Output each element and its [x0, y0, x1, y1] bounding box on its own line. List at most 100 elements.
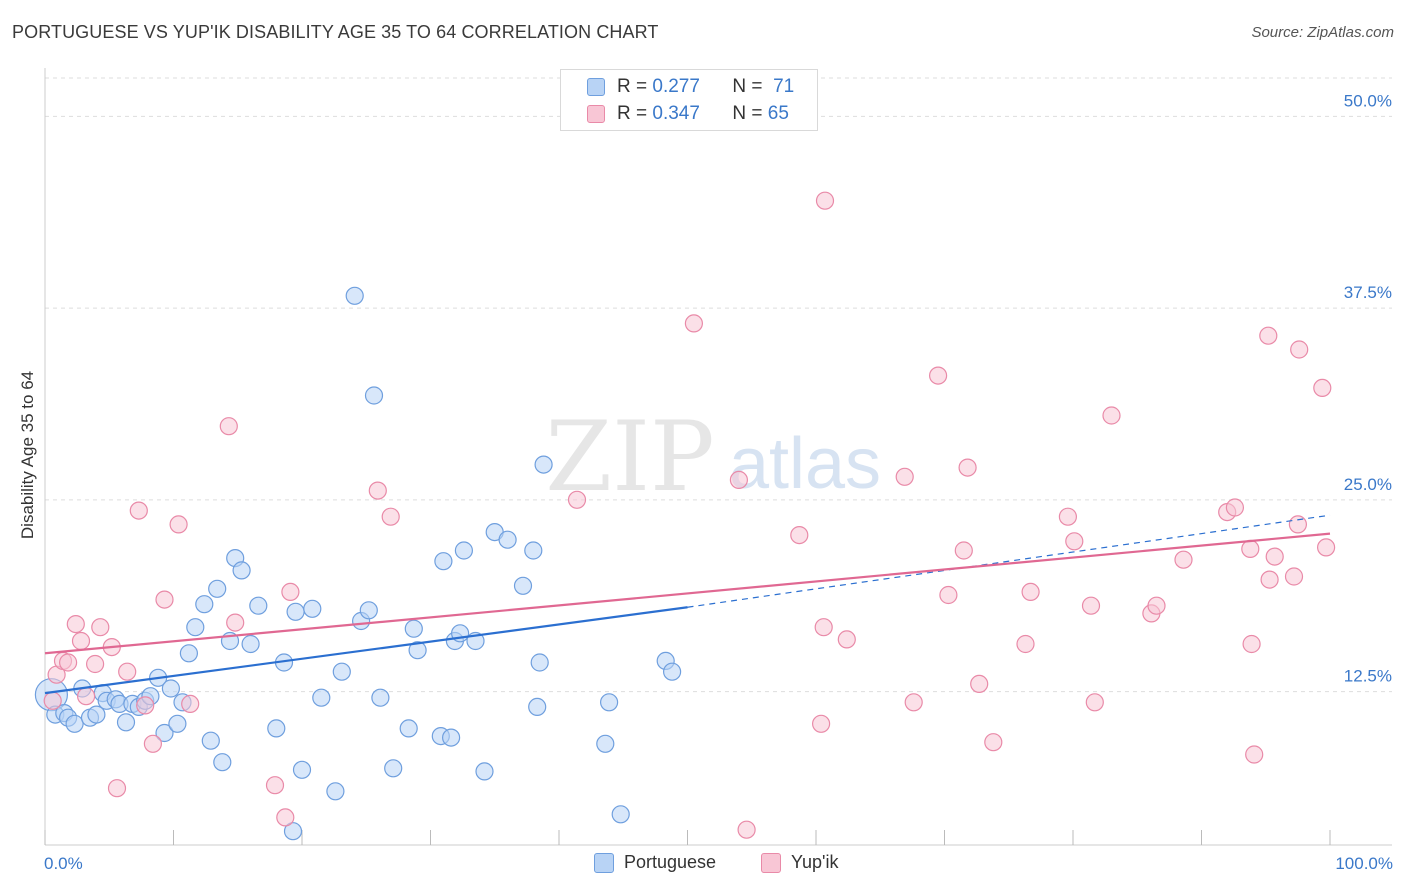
- yupik-point: [1021, 582, 1040, 602]
- bottom-legend-portuguese: Portuguese: [594, 852, 716, 873]
- yupik-point: [1260, 570, 1279, 589]
- legend-r-label: R =: [617, 103, 648, 124]
- yupik-point: [1259, 326, 1278, 345]
- y-tick-label: 37.5%: [1344, 283, 1392, 302]
- yupik-point: [107, 779, 127, 798]
- portuguese-point: [201, 731, 220, 750]
- yupik-point: [43, 691, 62, 710]
- chart-title: PORTUGUESE VS YUP'IK DISABILITY AGE 35 T…: [12, 22, 659, 42]
- yupik-point: [811, 714, 831, 733]
- source-label: Source: ZipAtlas.com: [1251, 24, 1394, 41]
- portuguese-point: [528, 697, 547, 717]
- portuguese-point: [65, 714, 84, 733]
- portuguese-point: [524, 541, 543, 560]
- portuguese-point: [168, 714, 187, 733]
- portuguese-point: [534, 455, 553, 474]
- portuguese-point: [179, 644, 198, 663]
- watermark: ZIP atlas: [545, 401, 881, 513]
- portuguese-point: [232, 561, 251, 580]
- portuguese-point: [303, 599, 322, 618]
- portuguese-point: [345, 286, 364, 305]
- legend-r-value: 0.277: [652, 76, 700, 97]
- yupik-point: [958, 458, 977, 477]
- legend-n-label: N =: [732, 103, 763, 124]
- yupik-point: [1241, 539, 1260, 559]
- yupik-point: [58, 653, 78, 672]
- portuguese-point: [364, 386, 384, 405]
- yupik-point: [1085, 693, 1104, 712]
- yupik-point: [1313, 378, 1332, 397]
- yupik-point: [1290, 340, 1309, 359]
- yupik-point: [66, 614, 85, 634]
- yupik-point: [276, 808, 295, 827]
- portuguese-point: [116, 713, 136, 732]
- yupik-point: [169, 515, 188, 534]
- yupik-point: [970, 674, 989, 694]
- bottom-legend-label-yupik: Yup'ik: [791, 852, 839, 872]
- yupik-point: [381, 507, 400, 526]
- yupik-point: [129, 501, 148, 520]
- yupik-point: [1147, 596, 1166, 615]
- watermark-atlas: atlas: [729, 424, 881, 504]
- portuguese-point: [596, 734, 615, 753]
- portuguese-point: [195, 595, 214, 614]
- stats-legend: R = 0.277 N = 71 R = 0.347 N = 65: [560, 69, 818, 131]
- portuguese-point: [611, 805, 630, 824]
- legend-r-value: 0.347: [652, 103, 700, 124]
- portuguese-point: [371, 688, 390, 707]
- yupik-point: [954, 541, 973, 560]
- bottom-legend-label-portuguese: Portuguese: [624, 852, 717, 872]
- yupik-point: [895, 467, 914, 486]
- yupik-point: [281, 582, 300, 602]
- portuguese-point: [332, 662, 351, 681]
- yupik-point: [181, 694, 200, 714]
- portuguese-point: [662, 662, 682, 681]
- x-tick-label: 0.0%: [44, 854, 83, 873]
- yupik-point: [143, 734, 162, 753]
- portuguese-point: [208, 579, 227, 598]
- yupik-point: [1284, 567, 1304, 586]
- points-layer: [34, 191, 1336, 841]
- tick-label-layer: 12.5% 25.0% 37.5% 50.0% 0.0% 100.0%: [44, 91, 1393, 873]
- axis-layer: [44, 68, 1392, 846]
- legend-swatch-yupik: [587, 105, 605, 123]
- yupik-point: [984, 733, 1003, 752]
- grid-layer: [45, 77, 1392, 693]
- yupik-point: [1242, 634, 1261, 654]
- portuguese-point: [326, 782, 345, 801]
- yupik-point: [219, 417, 238, 436]
- yupik-point: [118, 662, 137, 681]
- portuguese-point: [399, 719, 418, 738]
- legend-n-value: 65: [767, 103, 789, 124]
- legend-row-portuguese: R = 0.277 N = 71: [587, 75, 794, 99]
- portuguese-point: [530, 653, 549, 672]
- yupik-point: [1102, 406, 1121, 425]
- yupik-point: [91, 618, 110, 637]
- portuguese-point: [384, 759, 403, 778]
- legend-n-value: 71: [773, 76, 795, 97]
- portuguese-point: [475, 762, 494, 781]
- yupik-point: [904, 693, 923, 712]
- yupik-point: [226, 613, 245, 632]
- yupik-point: [729, 470, 749, 489]
- yupik-trend-line: [44, 532, 1331, 655]
- portuguese-trend-line: [44, 606, 688, 695]
- yupik-point: [814, 618, 833, 637]
- portuguese-point: [87, 705, 106, 724]
- yupik-point: [85, 654, 105, 674]
- portuguese-trend-extension: [687, 514, 1331, 608]
- portuguese-point: [213, 753, 232, 772]
- yupik-point: [1065, 532, 1084, 551]
- y-tick-label: 50.0%: [1344, 91, 1392, 110]
- portuguese-point: [434, 552, 453, 571]
- yupik-point: [737, 820, 756, 839]
- bottom-legend-swatch-yupik: [761, 852, 781, 873]
- yupik-point: [1174, 550, 1193, 569]
- y-tick-label: 25.0%: [1344, 475, 1392, 494]
- yupik-point: [939, 585, 958, 605]
- portuguese-point: [442, 728, 461, 747]
- yupik-point: [265, 776, 285, 795]
- bottom-legend-swatch-portuguese: [594, 852, 614, 873]
- portuguese-point: [161, 679, 180, 698]
